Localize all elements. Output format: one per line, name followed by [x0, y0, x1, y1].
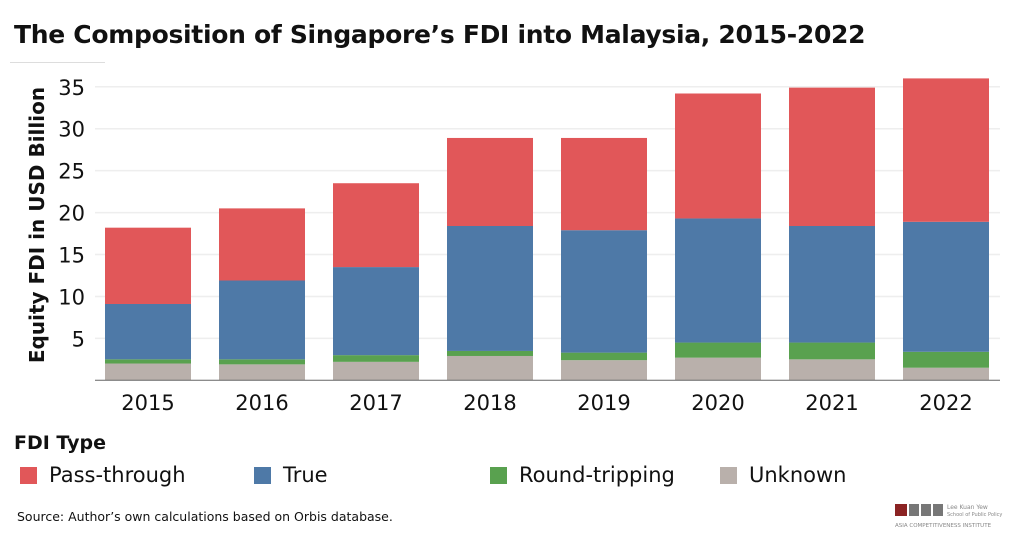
- bar-chart: 5 10 15 20 25 30 35 2015 2016 2017 2018 2019 2020 202…: [25, 76, 1000, 415]
- bar-segment-unknown: [561, 360, 647, 381]
- bar-segment-true: [447, 225, 533, 351]
- legend-item-true: True: [254, 463, 328, 487]
- y-tick-label: 15: [58, 244, 85, 268]
- bar-segment-unknown: [675, 357, 761, 381]
- legend-item-pass-through: Pass-through: [20, 463, 186, 487]
- bar-segment-true: [675, 218, 761, 343]
- legend-label: Pass-through: [49, 463, 186, 487]
- title-divider: [10, 62, 105, 63]
- legend-swatch: [720, 466, 737, 484]
- bar-segment-true: [333, 267, 419, 356]
- bar-segment-round-tripping: [903, 351, 989, 368]
- legend-item-round-tripping: Round-tripping: [490, 463, 675, 487]
- bar-segment-true: [903, 221, 989, 352]
- y-tick-label: 20: [58, 202, 85, 226]
- x-tick-label: 2022: [919, 391, 972, 415]
- bar-segment-round-tripping: [789, 342, 875, 360]
- legend-label: True: [283, 463, 328, 487]
- bar-segment-pass-through: [333, 183, 419, 268]
- bar-segment-round-tripping: [675, 342, 761, 358]
- svg-text:Lee Kuan Yew: Lee Kuan Yew: [947, 504, 988, 511]
- bar-segment-pass-through: [789, 87, 875, 226]
- bar-segment-unknown: [903, 367, 989, 381]
- chart-title: The Composition of Singapore’s FDI into …: [14, 20, 866, 49]
- svg-text:ASIA COMPETITIVENESS INSTITUTE: ASIA COMPETITIVENESS INSTITUTE: [895, 523, 992, 529]
- bar-segment-true: [789, 225, 875, 343]
- bar-segment-pass-through: [447, 137, 533, 226]
- bar-segment-true: [219, 280, 305, 360]
- legend-swatch: [20, 466, 37, 484]
- y-tick-label: 10: [58, 285, 85, 309]
- bar-segment-round-tripping: [219, 359, 305, 365]
- bar-segment-pass-through: [219, 208, 305, 281]
- bar-segment-unknown: [219, 364, 305, 381]
- legend-swatch: [254, 466, 271, 484]
- x-tick-label: 2016: [235, 391, 288, 415]
- y-tick-label: 30: [58, 118, 85, 142]
- legend-title: FDI Type: [14, 432, 107, 454]
- x-tick-label: 2021: [805, 391, 858, 415]
- x-tick-label: 2015: [121, 391, 174, 415]
- legend-swatch: [490, 466, 507, 484]
- bar-segment-pass-through: [561, 137, 647, 231]
- bar-segment-round-tripping: [333, 355, 419, 362]
- y-tick-label: 25: [58, 160, 85, 184]
- legend-label: Round-tripping: [519, 463, 675, 487]
- bar-segment-true: [561, 230, 647, 353]
- x-tick-label: 2019: [577, 391, 630, 415]
- lky-aci-logo: Lee Kuan Yew School of Public Policy ASI…: [895, 504, 1002, 529]
- legend-label: Unknown: [749, 463, 847, 487]
- bar-segment-pass-through: [105, 227, 191, 304]
- y-tick-label: 5: [72, 327, 85, 351]
- bar-segment-unknown: [447, 355, 533, 381]
- bar-segment-round-tripping: [105, 359, 191, 364]
- y-tick-label: 35: [58, 76, 85, 100]
- y-axis-label: Equity FDI in USD Billion: [25, 87, 49, 363]
- bar-segment-pass-through: [903, 78, 989, 222]
- x-tick-label: 2017: [349, 391, 402, 415]
- svg-text:School of Public Policy: School of Public Policy: [947, 512, 1002, 518]
- bar-segment-round-tripping: [447, 350, 533, 356]
- x-tick-label: 2018: [463, 391, 516, 415]
- x-tick-label: 2020: [691, 391, 744, 415]
- bar-segment-true: [105, 303, 191, 360]
- bar-segment-round-tripping: [561, 352, 647, 361]
- bar-segment-pass-through: [675, 93, 761, 219]
- bar-segment-unknown: [333, 361, 419, 381]
- bar-segment-unknown: [105, 363, 191, 381]
- legend-item-unknown: Unknown: [720, 463, 846, 487]
- source-note: Source: Author’s own calculations based …: [17, 509, 393, 524]
- bar-segment-unknown: [789, 359, 875, 381]
